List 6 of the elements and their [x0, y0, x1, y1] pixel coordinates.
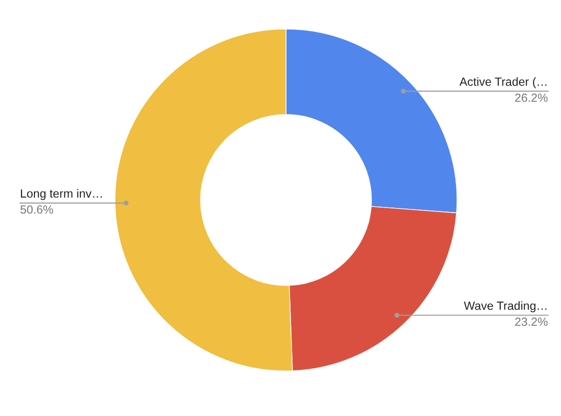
data-label: 23.2% [515, 318, 548, 326]
slice-label: Active Trader (… [459, 77, 546, 88]
slice-label: Wave Trading… [464, 301, 546, 312]
slice-label: Long term inv… [20, 189, 102, 200]
data-label: 26.2% [515, 94, 548, 102]
data-label: 50.6% [20, 205, 54, 214]
